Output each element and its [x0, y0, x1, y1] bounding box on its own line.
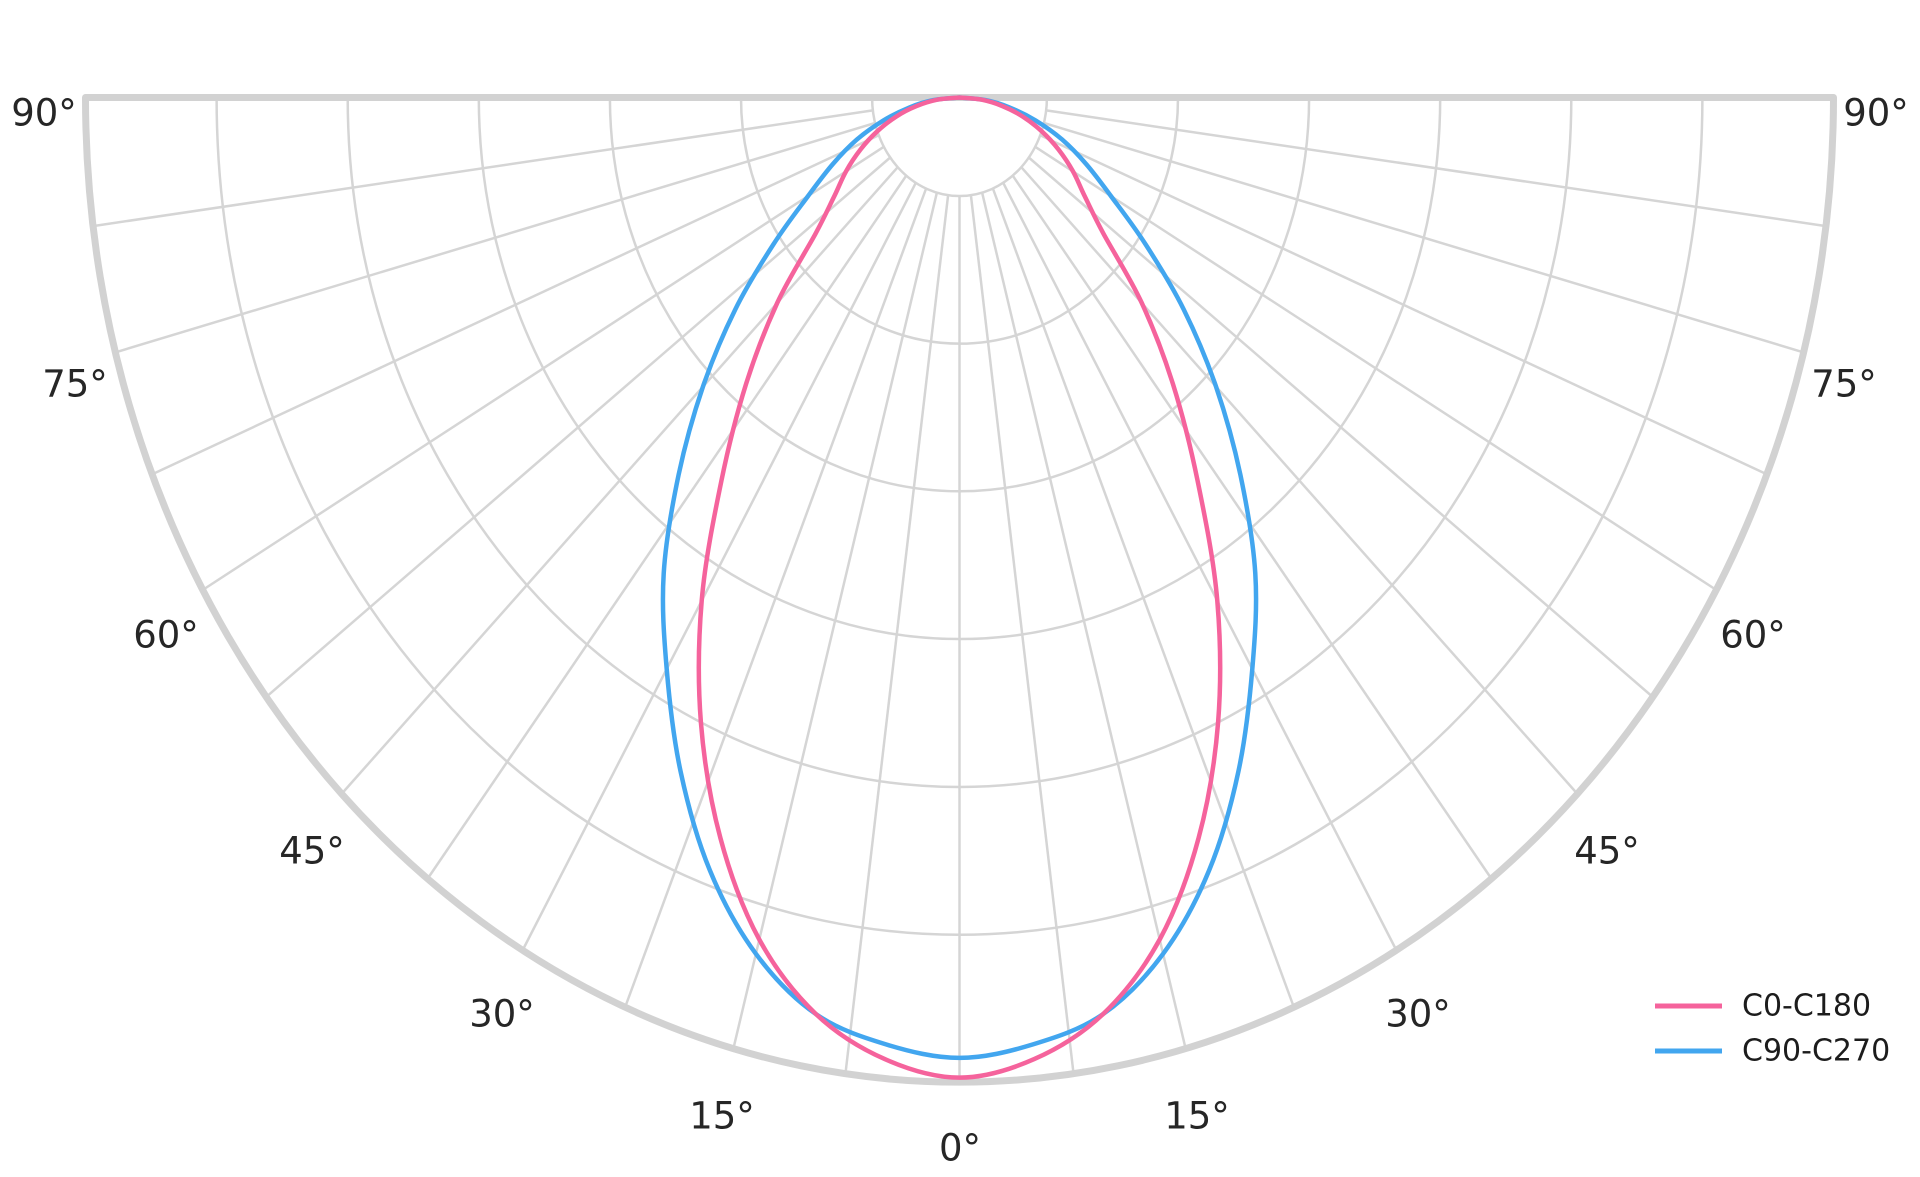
grid-radial-line — [844, 195, 950, 1075]
grid-radial-line — [1046, 109, 1827, 228]
angle-tick-label: 60° — [1720, 614, 1786, 657]
intensity-curves — [660, 95, 1259, 1080]
grid-radial-line — [991, 188, 1296, 1008]
legend-entry-c90-c270: C90-C270 — [1655, 1034, 1890, 1069]
grid-radial-line — [1034, 145, 1718, 592]
angle-tick-label: 75° — [42, 363, 108, 406]
angle-tick-label: 90° — [11, 92, 77, 135]
angle-tick-label: 45° — [279, 830, 345, 873]
grid-radial-line — [1027, 156, 1654, 699]
grid-radial-line — [521, 182, 917, 952]
grid-radial-line — [1039, 134, 1768, 476]
angle-tick-label: 15° — [689, 1095, 755, 1138]
grid-radial-line — [1020, 166, 1579, 795]
legend-label-c0-c180: C0-C180 — [1742, 989, 1871, 1024]
polar-outline-layer — [82, 94, 1837, 1086]
grid-radial-line — [623, 188, 928, 1008]
angle-tick-label: 60° — [133, 614, 199, 657]
curve-c0-c180 — [696, 95, 1223, 1080]
grid-radial-line — [969, 195, 1075, 1075]
angle-tick-label: 45° — [1574, 830, 1640, 873]
grid-radial-line — [114, 121, 876, 354]
angle-tick-label: 0° — [939, 1127, 981, 1170]
grid-radial-line — [201, 145, 885, 592]
grid-radial-line — [151, 134, 880, 476]
legend-label-c90-c270: C90-C270 — [1742, 1034, 1890, 1069]
curve-c90-c270 — [660, 95, 1259, 1061]
angle-tick-labels: 0° 15° 15° 30° 30° 45° 45° 60° 60° 75° 75° 90° 90° — [11, 92, 1909, 1170]
grid-radial-line — [1043, 121, 1805, 354]
polar-outline — [82, 94, 1837, 1086]
grid-radial-line — [340, 166, 899, 795]
angle-tick-label: 90° — [1843, 92, 1909, 135]
grid-radial-line — [1002, 182, 1398, 952]
angle-tick-label: 75° — [1811, 363, 1877, 406]
grid-radial-line — [732, 192, 939, 1050]
polar-grid — [92, 97, 1827, 1083]
angle-tick-label: 30° — [469, 993, 535, 1036]
legend: C0-C180 C90-C270 — [1655, 989, 1890, 1069]
angle-tick-label: 30° — [1385, 993, 1451, 1036]
grid-radial-line — [265, 156, 892, 699]
grid-radial-line — [980, 192, 1187, 1050]
grid-radial-line — [92, 109, 873, 228]
angle-tick-label: 15° — [1164, 1095, 1230, 1138]
legend-entry-c0-c180: C0-C180 — [1655, 989, 1871, 1024]
